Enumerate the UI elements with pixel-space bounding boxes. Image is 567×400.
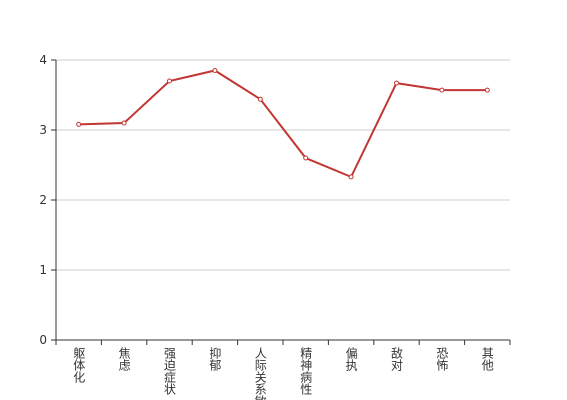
point (394, 80, 399, 86)
x-tick-label: 精神病性 (299, 347, 313, 396)
point (303, 155, 309, 161)
x-tick-label: 人际关系敏感 (253, 347, 267, 400)
x-tick-label: 抑郁 (208, 346, 222, 372)
x-tick-label: 敌对 (390, 346, 404, 371)
point (167, 78, 172, 84)
point (348, 174, 354, 180)
point (484, 87, 490, 93)
line (78, 69, 488, 179)
y-tick-label: 0 (39, 333, 47, 347)
y-tick-label: 1 (39, 263, 47, 277)
point (439, 87, 445, 93)
y-tick-label: 4 (39, 53, 47, 67)
y-tick-label: 2 (39, 193, 47, 207)
x-tick-label: 躯体化 (72, 346, 86, 384)
point (121, 120, 127, 126)
point (76, 121, 82, 127)
point (212, 68, 218, 73)
x-tick-label: 偏执 (344, 346, 358, 372)
x-tick-label: 焦虑 (117, 347, 131, 371)
x-tick-label: 其他 (480, 347, 494, 371)
x-tick-label: 恐怖 (435, 347, 449, 371)
y-tick-label: 3 (39, 123, 47, 137)
point (257, 96, 263, 102)
x-tick-label: 强迫症状 (163, 347, 177, 395)
